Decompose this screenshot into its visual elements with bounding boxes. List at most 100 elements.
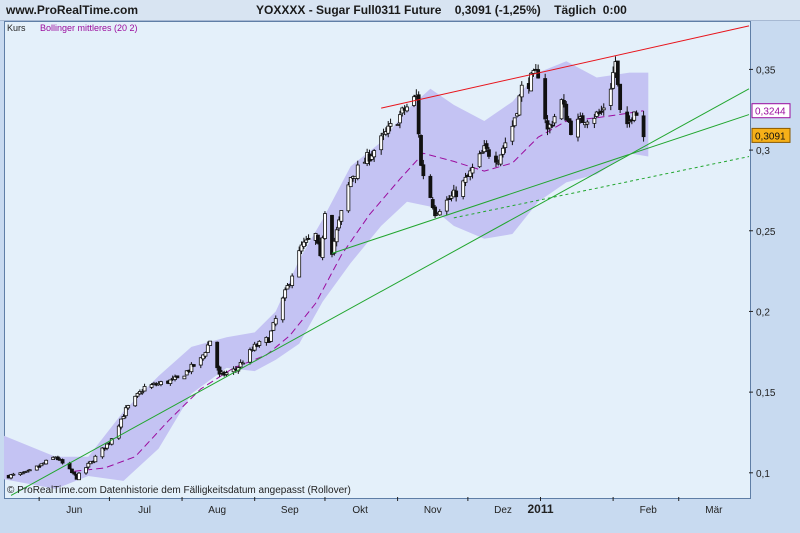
candle bbox=[93, 454, 98, 463]
candle bbox=[306, 234, 311, 240]
candle bbox=[25, 469, 30, 473]
candle bbox=[334, 226, 339, 247]
candle-body bbox=[182, 375, 187, 380]
header-bar: www.ProRealTime.com YOXXXX - Sugar Full0… bbox=[0, 0, 800, 21]
candle bbox=[208, 340, 213, 346]
candle bbox=[34, 465, 39, 471]
price-legend-label: Kurs bbox=[7, 23, 26, 33]
candle-body bbox=[569, 120, 573, 135]
candle-body bbox=[91, 461, 95, 464]
candle-body bbox=[428, 175, 433, 198]
candle bbox=[320, 235, 325, 261]
candle-body bbox=[339, 210, 344, 222]
candle bbox=[285, 282, 290, 290]
candle-body bbox=[498, 154, 503, 165]
candle-body bbox=[215, 341, 220, 369]
x-tick-label: Feb bbox=[640, 505, 658, 516]
candle bbox=[405, 103, 409, 113]
candle bbox=[608, 83, 613, 111]
site-link[interactable]: www.ProRealTime.com bbox=[6, 3, 139, 17]
candle bbox=[55, 455, 60, 461]
candle-body bbox=[388, 123, 393, 127]
candle bbox=[133, 395, 138, 407]
candle-body bbox=[395, 124, 400, 126]
candle bbox=[559, 98, 564, 120]
candle bbox=[494, 151, 498, 168]
candle bbox=[550, 120, 555, 129]
candle-body bbox=[559, 99, 564, 120]
candle bbox=[60, 458, 65, 465]
candle bbox=[44, 459, 49, 465]
candle bbox=[463, 172, 468, 187]
candle bbox=[564, 101, 569, 121]
candle-body bbox=[198, 357, 203, 366]
candle-body bbox=[552, 116, 557, 124]
trendline-green bbox=[10, 88, 750, 496]
candle bbox=[627, 115, 632, 128]
candle bbox=[252, 341, 257, 352]
candle bbox=[119, 418, 124, 430]
candle-body bbox=[34, 465, 39, 471]
candle-body bbox=[252, 343, 257, 351]
candle-body bbox=[398, 114, 402, 124]
candle bbox=[379, 132, 384, 155]
candle bbox=[269, 330, 273, 343]
candle-body bbox=[468, 170, 473, 177]
candle-body bbox=[503, 142, 508, 149]
candle bbox=[248, 347, 252, 365]
candle-body bbox=[529, 72, 534, 92]
candle-body bbox=[44, 459, 49, 465]
candle bbox=[346, 181, 351, 213]
candle bbox=[337, 216, 341, 231]
candle-body bbox=[433, 206, 437, 217]
candle bbox=[217, 365, 222, 377]
candle-body bbox=[519, 84, 524, 98]
candle bbox=[519, 81, 524, 102]
candle bbox=[569, 118, 573, 136]
candle bbox=[386, 121, 391, 138]
candle-body bbox=[217, 366, 222, 375]
candle bbox=[433, 204, 437, 219]
y-tick-label: 0,25 bbox=[756, 227, 776, 238]
candle bbox=[323, 211, 327, 240]
candle-body bbox=[316, 234, 320, 244]
candle bbox=[84, 467, 88, 475]
candle-body bbox=[116, 425, 121, 439]
y-tick-label: 0,2 bbox=[756, 307, 770, 318]
candle-body bbox=[599, 110, 604, 113]
candle-body bbox=[461, 180, 466, 197]
candle-body bbox=[608, 88, 613, 106]
candle-body bbox=[119, 418, 124, 428]
candle bbox=[280, 296, 285, 323]
candle-body bbox=[290, 275, 295, 286]
candle-body bbox=[93, 455, 98, 463]
candle bbox=[419, 134, 423, 167]
candle-body bbox=[320, 237, 325, 258]
candle bbox=[39, 463, 44, 467]
candle-body bbox=[126, 405, 131, 409]
candle-body bbox=[334, 229, 339, 243]
candle bbox=[149, 383, 154, 390]
candle bbox=[191, 364, 196, 368]
trendline-green bbox=[331, 114, 750, 254]
candle bbox=[430, 197, 435, 210]
candle bbox=[304, 235, 309, 247]
candle bbox=[201, 354, 206, 361]
candle-body bbox=[386, 125, 391, 134]
candle bbox=[135, 392, 140, 398]
candle bbox=[339, 210, 344, 225]
candle-body bbox=[201, 354, 206, 360]
candle bbox=[72, 471, 77, 476]
candle-body bbox=[191, 364, 196, 367]
candle-body bbox=[135, 393, 140, 397]
candle-body bbox=[306, 237, 311, 240]
candle bbox=[184, 370, 189, 376]
candle bbox=[594, 110, 599, 119]
candle-body bbox=[301, 241, 306, 247]
candle-body bbox=[355, 164, 360, 179]
candle bbox=[121, 414, 126, 420]
candle-body bbox=[241, 362, 245, 365]
candle-body bbox=[562, 99, 566, 105]
candle bbox=[566, 115, 571, 124]
